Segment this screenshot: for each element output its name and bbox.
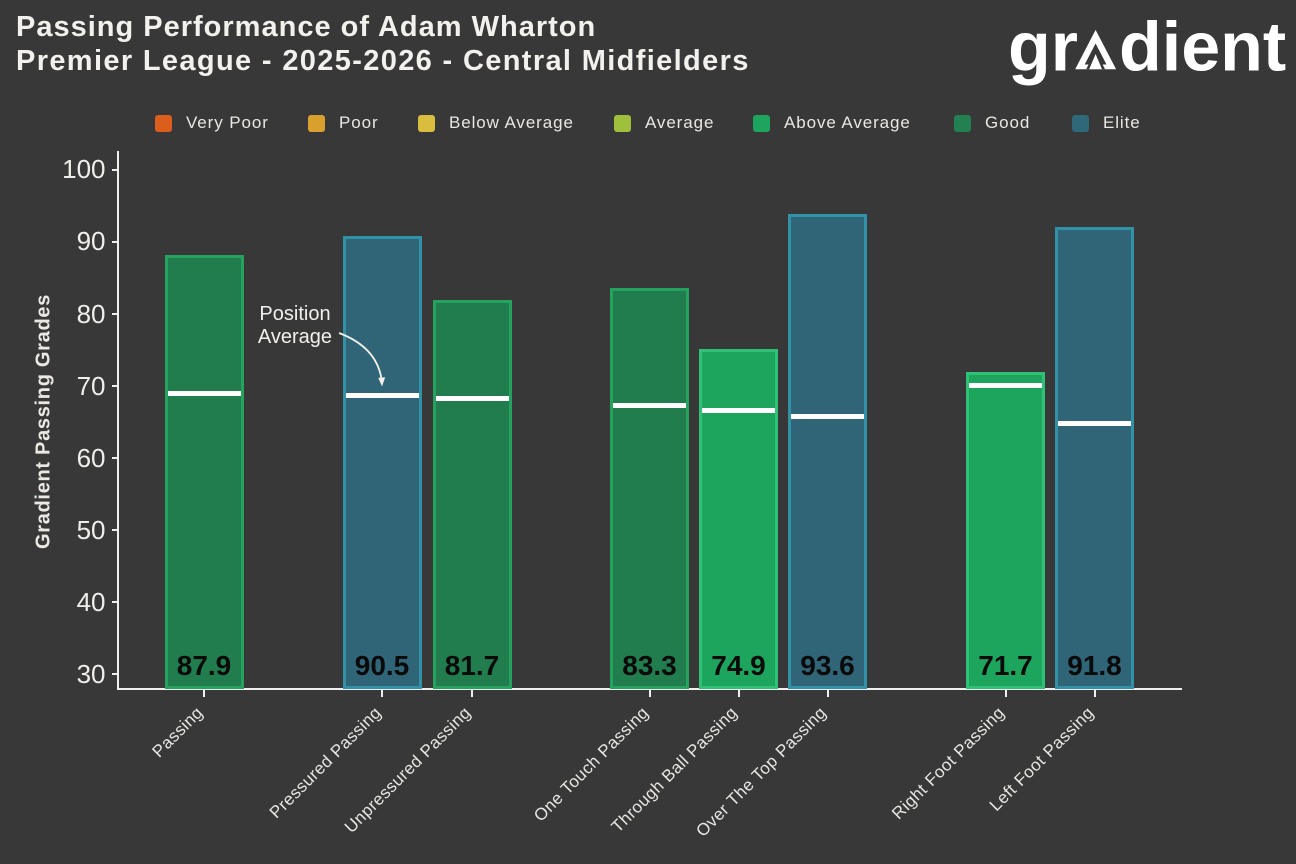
svg-text:gr: gr <box>1008 8 1078 86</box>
svg-text:dient: dient <box>1119 8 1286 86</box>
